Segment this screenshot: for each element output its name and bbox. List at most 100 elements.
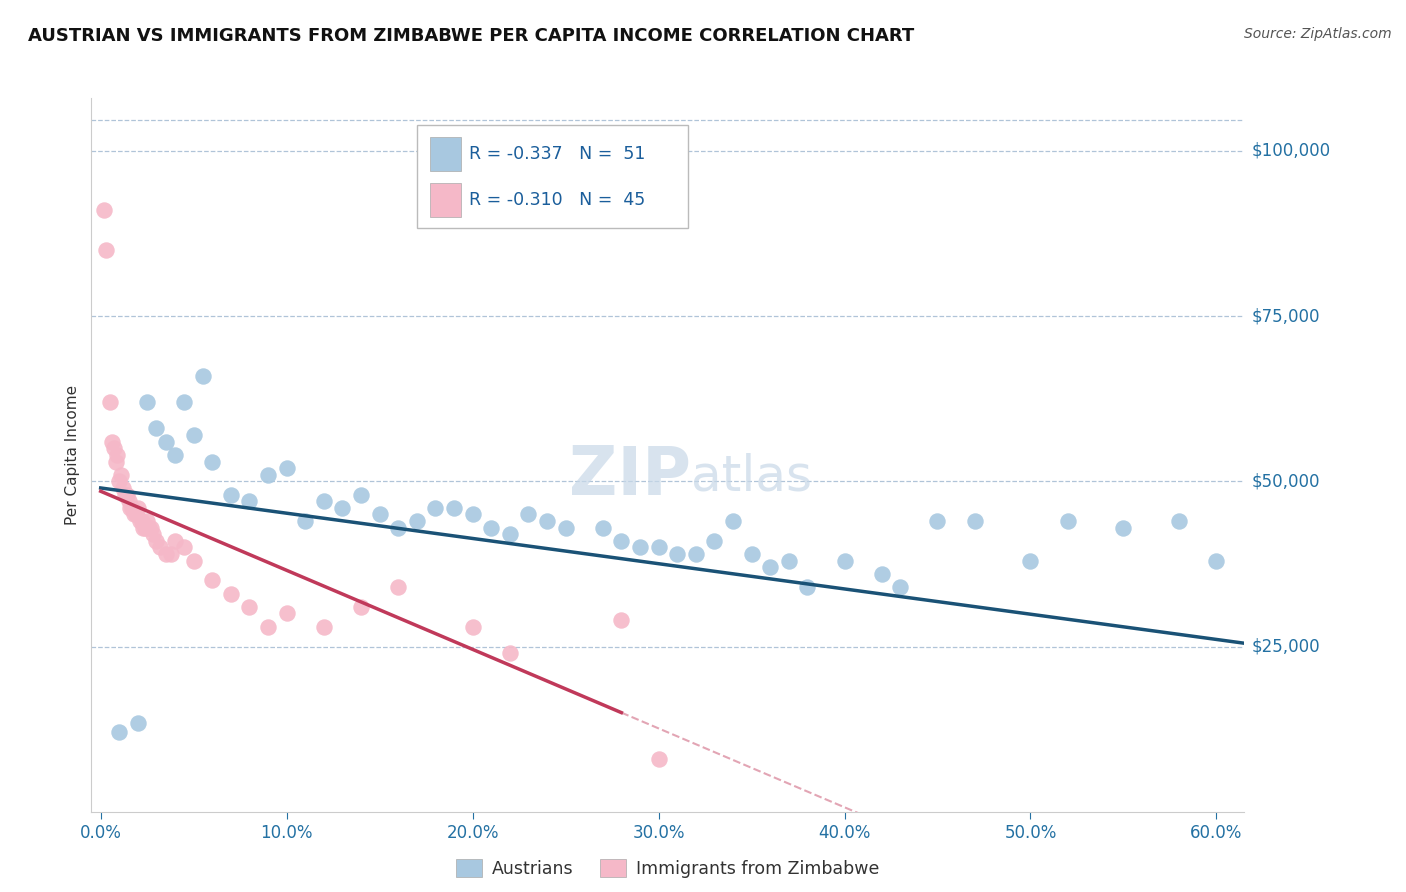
Point: [889, 580, 911, 594]
Point: [107, 448, 129, 462]
Point: [201, 574, 224, 588]
Point: [149, 541, 172, 555]
Point: [554, 520, 576, 534]
Point: [1205, 554, 1227, 568]
Point: [1112, 520, 1135, 534]
Point: [834, 554, 856, 568]
Text: $50,000: $50,000: [1251, 473, 1320, 491]
Point: [131, 514, 153, 528]
Point: [125, 508, 148, 522]
Point: [276, 607, 298, 621]
Point: [610, 613, 633, 627]
Point: [350, 487, 373, 501]
Text: R = -0.337   N =  51: R = -0.337 N = 51: [470, 145, 645, 162]
Legend: Austrians, Immigrants from Zimbabwe: Austrians, Immigrants from Zimbabwe: [449, 853, 887, 885]
Point: [257, 620, 280, 634]
Point: [183, 428, 205, 442]
Point: [142, 527, 165, 541]
Point: [927, 514, 949, 528]
Point: [703, 533, 725, 548]
Point: [425, 500, 447, 515]
Point: [685, 547, 707, 561]
Point: [134, 520, 156, 534]
Point: [536, 514, 558, 528]
Text: R = -0.310   N =  45: R = -0.310 N = 45: [470, 191, 645, 209]
Text: atlas: atlas: [690, 452, 813, 500]
Text: Source: ZipAtlas.com: Source: ZipAtlas.com: [1244, 27, 1392, 41]
Point: [165, 533, 187, 548]
Point: [127, 500, 149, 515]
Point: [145, 533, 167, 548]
Point: [128, 514, 150, 528]
Point: [1019, 554, 1042, 568]
Point: [127, 715, 149, 730]
Point: [219, 487, 242, 501]
Point: [201, 454, 224, 468]
Point: [96, 243, 118, 257]
Point: [387, 520, 409, 534]
Point: [721, 514, 744, 528]
Point: [103, 442, 125, 456]
Point: [461, 508, 484, 522]
Point: [350, 599, 373, 614]
Point: [499, 527, 522, 541]
Point: [139, 520, 162, 534]
Point: [155, 434, 177, 449]
Point: [132, 520, 155, 534]
Point: [332, 500, 354, 515]
Point: [294, 514, 316, 528]
Point: [117, 494, 139, 508]
Point: [136, 395, 159, 409]
Point: [479, 520, 502, 534]
Point: [647, 541, 669, 555]
Point: [741, 547, 763, 561]
Point: [443, 500, 465, 515]
Point: [120, 500, 142, 515]
Point: [1056, 514, 1078, 528]
Point: [610, 533, 633, 548]
Point: [963, 514, 986, 528]
Point: [628, 541, 651, 555]
Point: [145, 421, 167, 435]
Point: [666, 547, 689, 561]
Text: $75,000: $75,000: [1251, 307, 1320, 326]
Point: [405, 514, 427, 528]
Point: [93, 203, 115, 218]
Point: [191, 368, 214, 383]
Point: [1168, 514, 1191, 528]
Point: [183, 554, 205, 568]
Point: [111, 481, 134, 495]
Point: [104, 454, 127, 468]
Point: [368, 508, 391, 522]
Point: [759, 560, 782, 574]
Point: [778, 554, 800, 568]
Point: [870, 566, 893, 581]
Point: [173, 541, 195, 555]
Point: [257, 467, 280, 482]
Point: [138, 520, 160, 534]
Point: [796, 580, 818, 594]
Point: [592, 520, 614, 534]
Point: [160, 547, 183, 561]
Point: [114, 487, 136, 501]
Point: [165, 448, 187, 462]
Point: [108, 475, 131, 489]
Text: AUSTRIAN VS IMMIGRANTS FROM ZIMBABWE PER CAPITA INCOME CORRELATION CHART: AUSTRIAN VS IMMIGRANTS FROM ZIMBABWE PER…: [28, 27, 914, 45]
Point: [238, 599, 260, 614]
Point: [121, 500, 143, 515]
Point: [173, 395, 195, 409]
Point: [517, 508, 540, 522]
Point: [108, 725, 131, 739]
Point: [647, 752, 669, 766]
Text: $100,000: $100,000: [1251, 142, 1330, 160]
Point: [219, 587, 242, 601]
Point: [101, 434, 124, 449]
Point: [122, 508, 145, 522]
Point: [155, 547, 177, 561]
Y-axis label: Per Capita Income: Per Capita Income: [65, 384, 80, 525]
Point: [110, 467, 132, 482]
Point: [312, 620, 335, 634]
Point: [276, 461, 298, 475]
Text: $25,000: $25,000: [1251, 638, 1320, 656]
Point: [461, 620, 484, 634]
